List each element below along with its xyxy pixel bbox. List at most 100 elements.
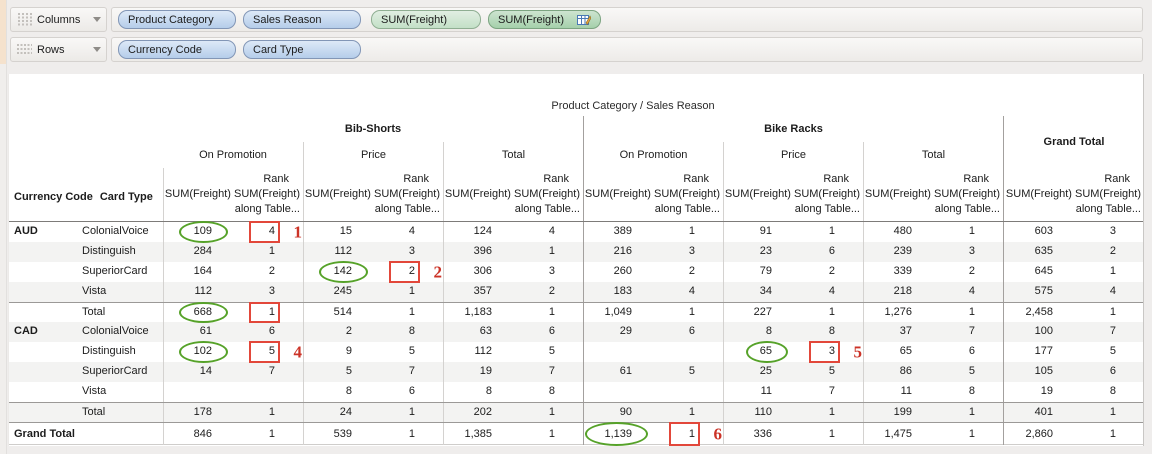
value-cell[interactable]: 8 (1109, 385, 1116, 397)
value-cell[interactable]: 284 (163, 242, 248, 262)
pill-sum-freight-[interactable]: SUM(Freight) (371, 10, 481, 29)
caret-down-icon[interactable] (93, 47, 101, 52)
value-cell[interactable] (583, 382, 668, 402)
row-header-currency[interactable] (9, 303, 81, 322)
value-cell[interactable]: 2 (268, 265, 275, 277)
value-cell[interactable]: 1,276 (863, 303, 948, 322)
value-cell[interactable]: 1 (408, 285, 415, 297)
value-cell[interactable]: 6 (688, 325, 695, 337)
sales-reason-header[interactable]: Price (723, 142, 863, 168)
value-cell[interactable] (248, 382, 303, 402)
value-cell[interactable]: 218 (863, 282, 948, 302)
row-header-card-type[interactable]: ColonialVoice (82, 225, 149, 237)
value-cell[interactable]: 1 (548, 406, 555, 418)
value-cell[interactable]: 79 (723, 262, 808, 282)
value-cell[interactable]: 6 (1109, 365, 1116, 377)
value-cell[interactable]: 14 (163, 362, 248, 382)
pill-card-type[interactable]: Card Type (243, 40, 361, 59)
value-cell[interactable]: 25 (723, 362, 808, 382)
value-cell[interactable]: 7 (548, 365, 555, 377)
value-cell[interactable]: 1 (1109, 306, 1116, 318)
rows-shelf-label[interactable]: Rows (10, 37, 107, 62)
value-cell[interactable]: 1 (828, 306, 835, 318)
measure-header[interactable]: Rank SUM(Freight) SUM(Freight) along Table… (863, 168, 1003, 221)
value-cell[interactable]: 112 (303, 242, 388, 262)
value-cell[interactable]: 1 (548, 245, 555, 257)
value-cell[interactable]: 90 (583, 403, 668, 422)
value-cell[interactable]: 1 (1109, 265, 1116, 277)
value-cell[interactable]: 2 (968, 265, 975, 277)
value-cell[interactable]: 61 (163, 322, 248, 342)
row-header-card-type[interactable]: Distinguish (82, 245, 136, 257)
value-cell[interactable]: 6 (828, 245, 835, 257)
value-cell[interactable]: 846 (163, 423, 248, 445)
value-cell[interactable]: 109 (163, 221, 248, 243)
value-cell[interactable]: 100 (1003, 322, 1089, 342)
row-header-card-type[interactable]: Distinguish (82, 345, 136, 357)
value-cell[interactable]: 63 (443, 322, 528, 342)
value-cell[interactable]: 2 (548, 285, 555, 297)
pill-sales-reason[interactable]: Sales Reason (243, 10, 361, 29)
value-cell[interactable]: 1 (828, 406, 835, 418)
value-cell[interactable]: 11 (723, 382, 808, 402)
value-cell[interactable]: 5 (1109, 345, 1116, 357)
value-cell[interactable]: 396 (443, 242, 528, 262)
column-group-header[interactable]: Bike Racks (583, 116, 1003, 142)
value-cell[interactable]: 8 (723, 322, 808, 342)
row-header-card-type[interactable]: Total (82, 306, 106, 318)
value-cell[interactable]: 2,458 (1003, 303, 1089, 322)
value-cell[interactable]: 9 (303, 342, 388, 362)
row-header-currency[interactable] (9, 262, 81, 282)
value-cell[interactable]: 7 (408, 365, 415, 377)
row-header-currency[interactable] (9, 282, 81, 302)
value-cell[interactable]: 2 (1109, 245, 1116, 257)
value-cell[interactable]: 1 (688, 225, 695, 237)
value-cell[interactable]: 1 (248, 302, 303, 323)
value-cell[interactable]: 3 (688, 245, 695, 257)
value-cell[interactable]: 124 (443, 222, 528, 242)
measure-header[interactable]: Rank SUM(Freight) SUM(Freight) along Table… (1003, 168, 1144, 221)
value-cell[interactable]: 1 (1109, 428, 1116, 440)
value-cell[interactable]: 8 (828, 325, 835, 337)
value-cell[interactable]: 2 (688, 265, 695, 277)
value-cell[interactable]: 37 (863, 322, 948, 342)
value-cell[interactable]: 8 (443, 382, 528, 402)
value-cell[interactable]: 34 (723, 282, 808, 302)
value-cell[interactable]: 4 (688, 285, 695, 297)
value-cell[interactable]: 239 (863, 242, 948, 262)
value-cell[interactable]: 336 (723, 423, 808, 445)
value-cell[interactable]: 110 (723, 403, 808, 422)
value-cell[interactable]: 61 (583, 362, 668, 382)
sales-reason-header[interactable]: Price (303, 142, 443, 168)
value-cell[interactable] (583, 342, 668, 362)
value-cell[interactable]: 8 (548, 385, 555, 397)
row-header-currency[interactable] (9, 403, 81, 422)
value-cell[interactable]: 1 (828, 428, 835, 440)
value-cell[interactable]: 65 (863, 342, 948, 362)
value-cell[interactable]: 19 (1003, 382, 1089, 402)
sales-reason-header[interactable]: On Promotion (199, 149, 267, 161)
value-cell[interactable]: 8 (303, 382, 388, 402)
value-cell[interactable]: 164 (163, 262, 248, 282)
value-cell[interactable]: 357 (443, 282, 528, 302)
value-cell[interactable]: 1 (268, 245, 275, 257)
value-cell[interactable]: 142 (303, 261, 388, 283)
row-header-card-type[interactable]: ColonialVoice (82, 325, 149, 337)
value-cell[interactable]: 24 (303, 403, 388, 422)
value-cell[interactable]: 23 (723, 242, 808, 262)
row-header-card-type[interactable]: SuperiorCard (82, 265, 148, 277)
value-cell[interactable]: 2 (303, 322, 388, 342)
row-header-currency[interactable] (9, 342, 81, 362)
row-header-card-type[interactable]: Vista (82, 385, 107, 397)
measure-header[interactable]: Rank SUM(Freight) SUM(Freight) along Table… (163, 168, 303, 221)
row-header-currency[interactable] (9, 362, 81, 382)
value-cell[interactable]: 645 (1003, 262, 1089, 282)
value-cell[interactable]: 65 (723, 341, 808, 363)
value-cell[interactable]: 6 (548, 325, 555, 337)
measure-header[interactable]: Rank SUM(Freight) SUM(Freight) along Table… (443, 168, 583, 221)
value-cell[interactable]: 19 (443, 362, 528, 382)
